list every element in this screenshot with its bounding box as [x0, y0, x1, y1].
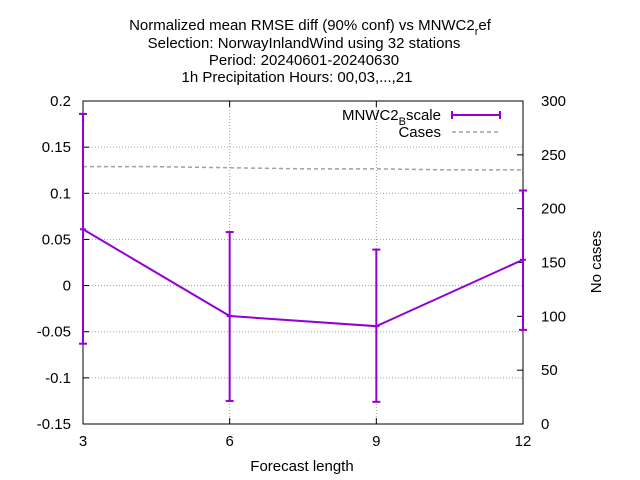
y2-axis-ticks: 300 250 200 150 100 50 0 — [517, 93, 566, 433]
legend-label-mnwc2: MNWC2Bscale — [342, 107, 441, 128]
title-line-3: Period: 20240601-20240630 — [209, 52, 399, 69]
y2-tick-label: 0 — [541, 416, 549, 433]
plot-frame — [82, 100, 524, 425]
y2-axis-label: No cases — [588, 231, 605, 294]
series-line-mnwc2 — [82, 228, 524, 328]
x-tick-label: 9 — [372, 433, 380, 450]
legend-sample-mnwc2 — [451, 111, 501, 119]
y-tick-label: 0.2 — [50, 93, 71, 110]
y-tick-label: 0 — [63, 278, 71, 295]
title-line-4: 1h Precipitation Hours: 00,03,...,21 — [182, 69, 413, 86]
y-tick-label: -0.05 — [37, 324, 71, 341]
legend-label-cases: Cases — [398, 124, 441, 141]
series-layer — [79, 112, 527, 403]
x-tick-label: 3 — [79, 433, 87, 450]
y-tick-label: -0.15 — [37, 416, 71, 433]
x-tick-label: 12 — [515, 433, 532, 450]
x-axis-ticks: 3 6 9 12 — [79, 101, 532, 450]
x-tick-label: 6 — [225, 433, 233, 450]
title-line-2: Selection: NorwayInlandWind using 32 sta… — [148, 35, 461, 52]
y2-tick-label: 100 — [541, 308, 566, 325]
grid — [83, 101, 523, 424]
y-tick-label: 0.15 — [42, 139, 71, 156]
y2-tick-label: 250 — [541, 147, 566, 164]
y2-tick-label: 50 — [541, 362, 558, 379]
y-tick-label: 0.1 — [50, 185, 71, 202]
y2-tick-label: 200 — [541, 201, 566, 218]
y-tick-label: 0.05 — [42, 231, 71, 248]
series-line-cases — [83, 165, 523, 171]
x-axis-label: Forecast length — [250, 458, 353, 475]
y-tick-label: -0.1 — [45, 370, 71, 387]
y2-tick-label: 150 — [541, 255, 566, 272]
y-axis-ticks: 0.2 0.15 0.1 0.05 0 -0.05 -0.1 -0.15 — [37, 93, 89, 433]
y2-tick-label: 300 — [541, 93, 566, 110]
chart-title: Normalized mean RMSE diff (90% conf) vs … — [129, 17, 492, 86]
title-line-1: Normalized mean RMSE diff (90% conf) vs … — [129, 17, 492, 38]
legend: MNWC2Bscale Cases — [342, 107, 501, 141]
